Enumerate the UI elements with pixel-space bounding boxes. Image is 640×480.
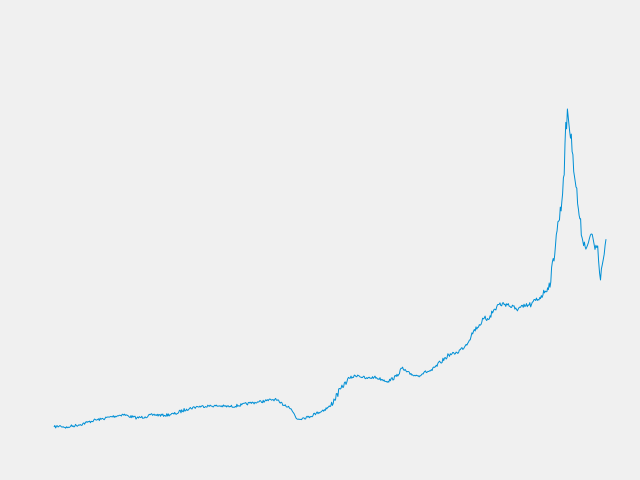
series-line-0: [53, 108, 607, 429]
plot-area: [53, 108, 607, 429]
